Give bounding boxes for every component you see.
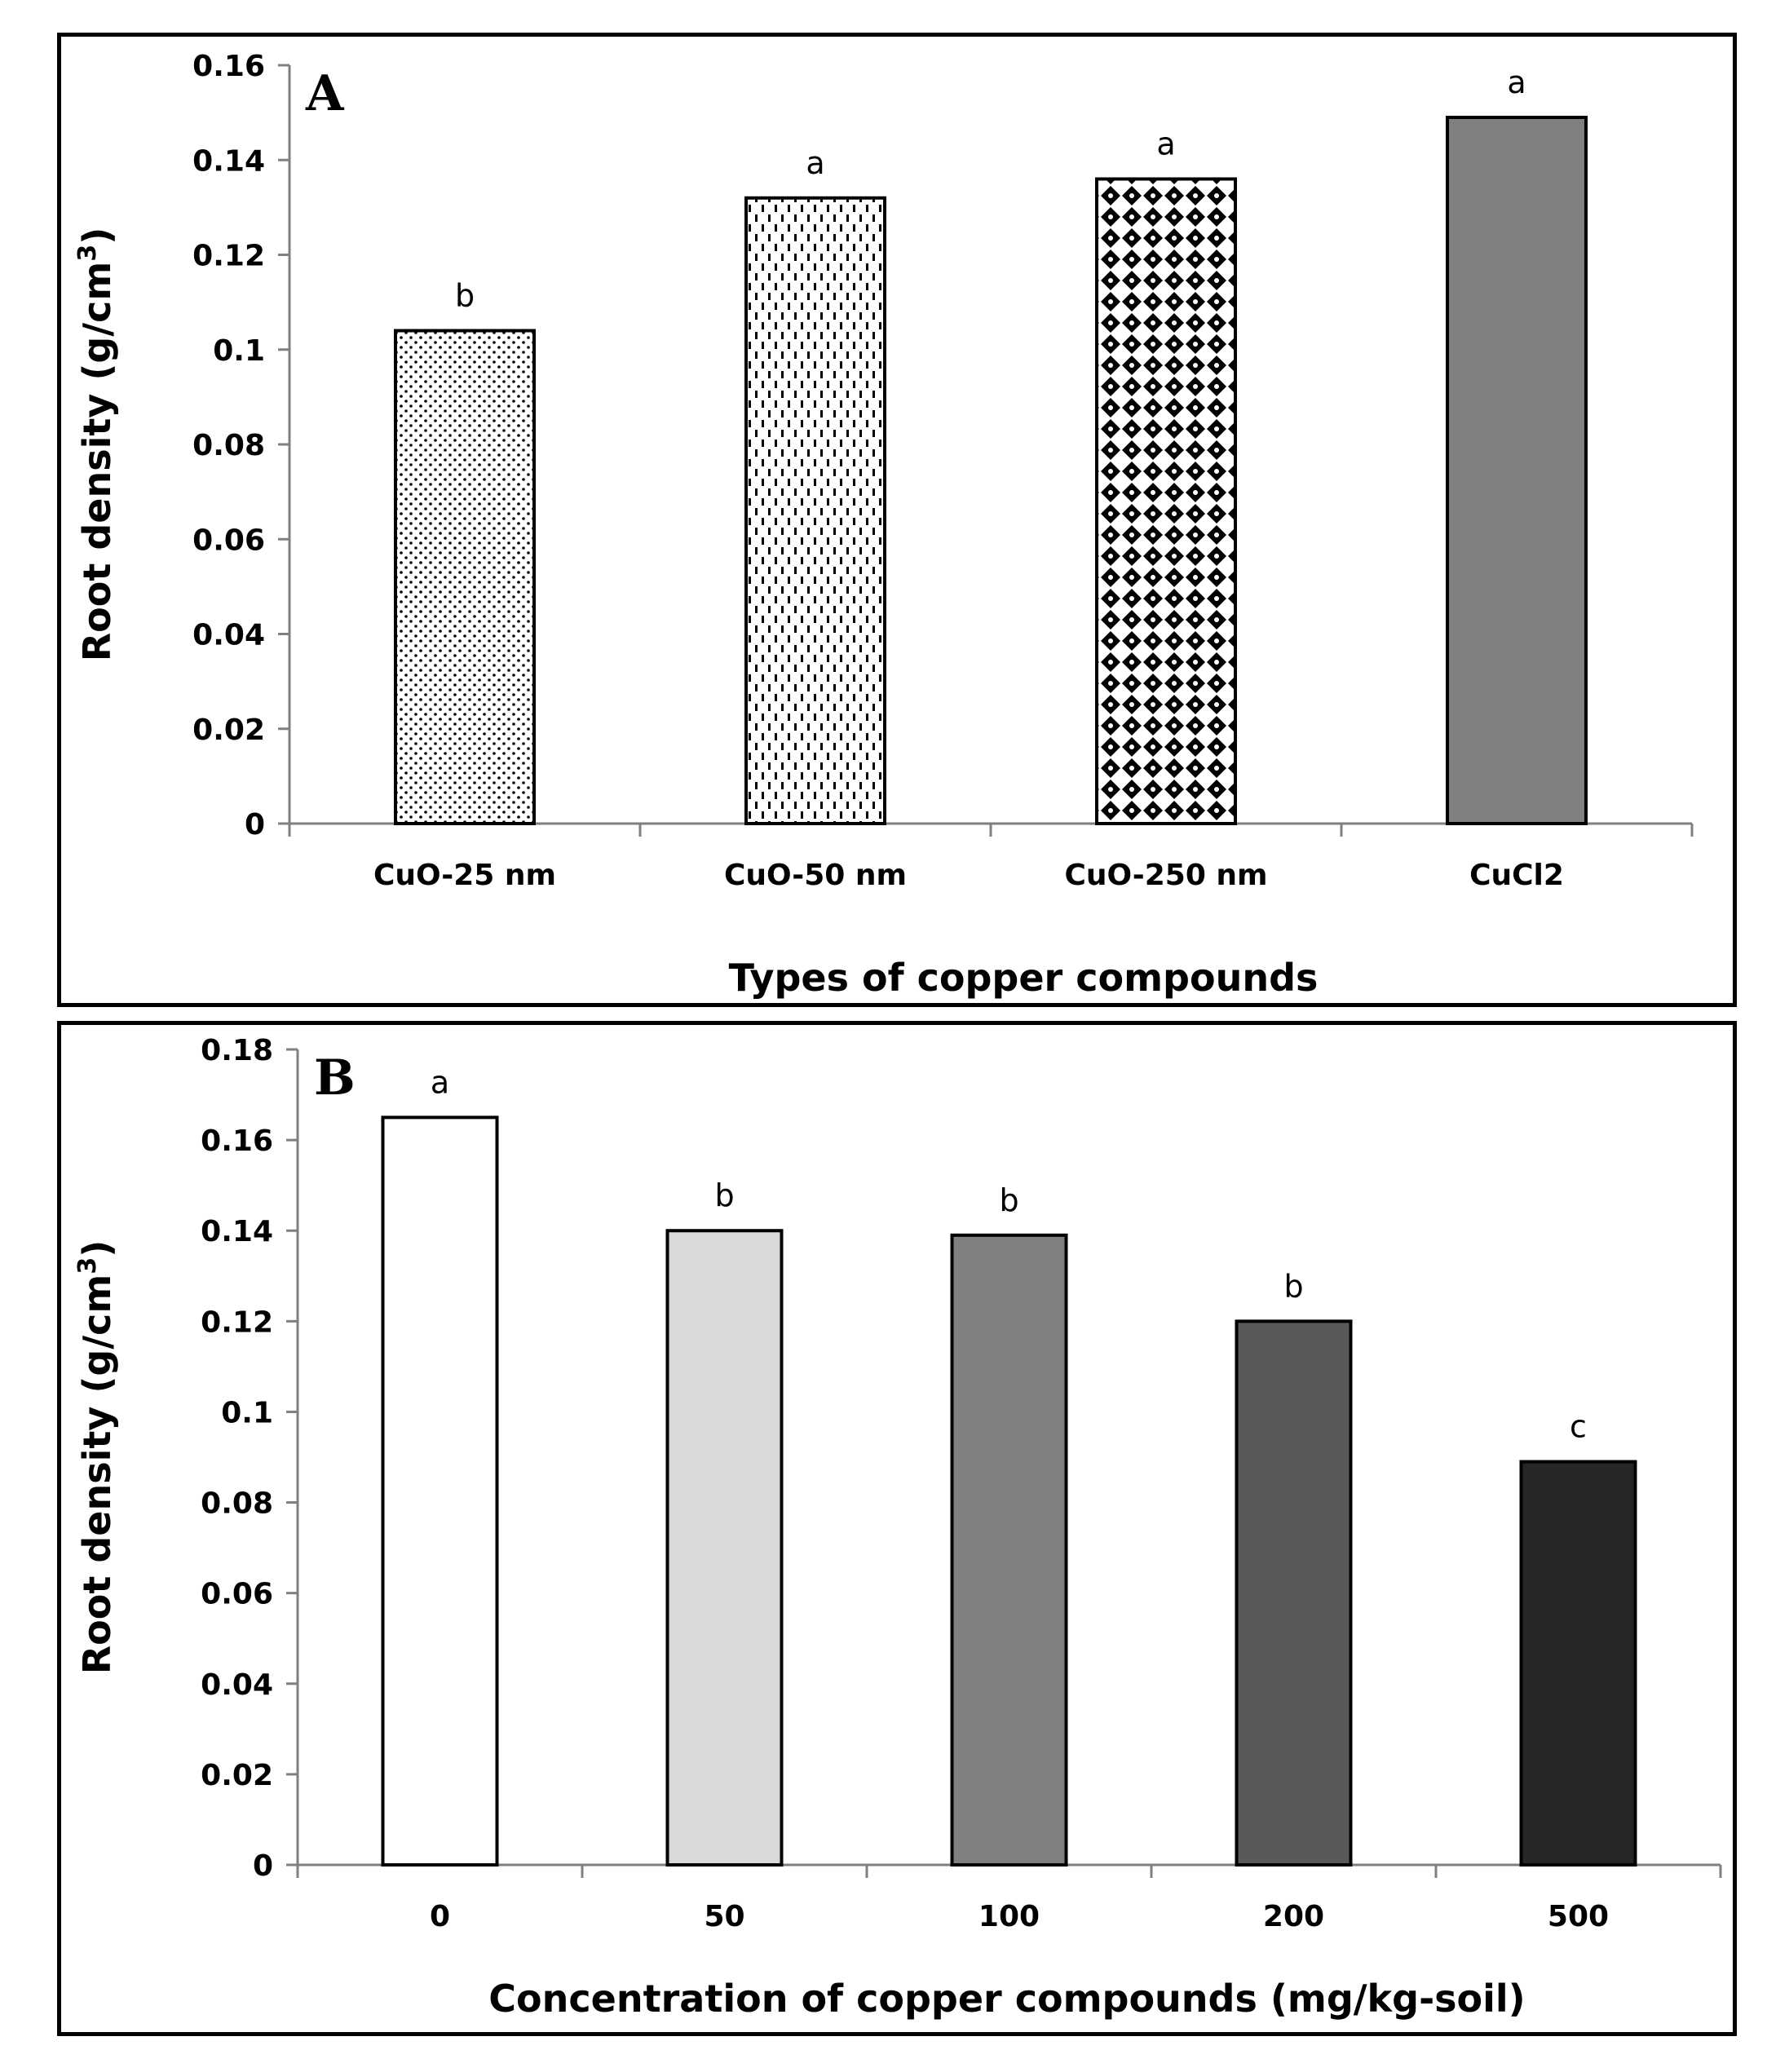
y-tick-label: 0.08 bbox=[201, 1487, 273, 1521]
x-axis-title: Types of copper compounds bbox=[729, 956, 1319, 1000]
bar-3 bbox=[1095, 177, 1237, 825]
y-axis-title: Root density (g/cm3) bbox=[73, 228, 119, 662]
significance-label: a bbox=[1507, 64, 1526, 100]
x-tick-label: 0 bbox=[430, 1900, 450, 1933]
x-tick-label: 100 bbox=[978, 1900, 1040, 1933]
y-tick-label: 0.16 bbox=[201, 1124, 273, 1158]
bar-4 bbox=[1446, 115, 1588, 825]
x-tick-label: 50 bbox=[704, 1900, 744, 1933]
bar-2 bbox=[744, 196, 886, 825]
y-tick-label: 0.14 bbox=[201, 1215, 273, 1248]
significance-label: c bbox=[1570, 1409, 1587, 1445]
y-tick-label: 0.16 bbox=[192, 50, 265, 83]
bar-4 bbox=[1235, 1319, 1353, 1867]
x-tick-label: CuO-25 nm bbox=[373, 859, 556, 892]
y-tick-label: 0.06 bbox=[201, 1578, 273, 1611]
panel-b: 0 0.02 0.04 0.06 0.08 0.1 0.12 0.14 0.16 0.18 a 0 b 5… bbox=[57, 1021, 1737, 2036]
panel-a: 0 0.02 0.04 0.06 0.08 0.1 0.12 0.14 0.16 b CuO-25 … bbox=[57, 33, 1737, 1007]
y-tick-label: 0 bbox=[253, 1849, 273, 1883]
y-tick-label: 0.08 bbox=[192, 429, 265, 462]
bar-5 bbox=[1519, 1460, 1637, 1867]
bar-2 bbox=[665, 1229, 784, 1867]
y-tick-label: 0.18 bbox=[201, 1034, 273, 1067]
x-axis-title: Concentration of copper compounds (mg/kg… bbox=[488, 1977, 1525, 2021]
significance-label: a bbox=[806, 145, 824, 181]
y-tick-label: 0.02 bbox=[201, 1759, 273, 1792]
x-tick-label: 500 bbox=[1548, 1900, 1609, 1933]
significance-label: b bbox=[714, 1177, 734, 1213]
x-tick-label: CuO-250 nm bbox=[1064, 859, 1267, 892]
y-tick-label: 0.1 bbox=[213, 334, 265, 368]
bar-3 bbox=[950, 1233, 1068, 1867]
y-tick-label: 0.12 bbox=[192, 240, 265, 273]
y-tick-label: 0.06 bbox=[192, 524, 265, 557]
y-tick-label: 0.02 bbox=[192, 713, 265, 747]
significance-label: a bbox=[431, 1064, 449, 1100]
y-tick-label: 0.14 bbox=[192, 144, 265, 178]
x-tick-label: CuCl2 bbox=[1469, 859, 1564, 892]
bar-1 bbox=[381, 1116, 499, 1867]
y-tick-label: 0 bbox=[245, 808, 265, 842]
y-axis-title: Root density (g/cm3) bbox=[73, 1240, 119, 1675]
bar-1 bbox=[394, 329, 536, 825]
panel-letter: B bbox=[314, 1049, 356, 1107]
significance-label: b bbox=[455, 278, 475, 314]
chart-a: 0 0.02 0.04 0.06 0.08 0.1 0.12 0.14 0.16 b CuO-25 … bbox=[73, 50, 1694, 1000]
chart-b: 0 0.02 0.04 0.06 0.08 0.1 0.12 0.14 0.16 0.18 a 0 b 5… bbox=[73, 1034, 1722, 2021]
x-tick-label: CuO-50 nm bbox=[724, 859, 907, 892]
y-tick-label: 0.1 bbox=[221, 1396, 273, 1429]
x-tick-label: 200 bbox=[1263, 1900, 1324, 1933]
significance-label: b bbox=[1283, 1268, 1303, 1304]
y-tick-label: 0.04 bbox=[192, 619, 265, 652]
y-tick-label: 0.04 bbox=[201, 1668, 273, 1702]
significance-label: b bbox=[999, 1182, 1018, 1218]
y-tick-label: 0.12 bbox=[201, 1305, 273, 1339]
panel-letter: A bbox=[305, 65, 345, 122]
significance-label: a bbox=[1156, 126, 1175, 162]
